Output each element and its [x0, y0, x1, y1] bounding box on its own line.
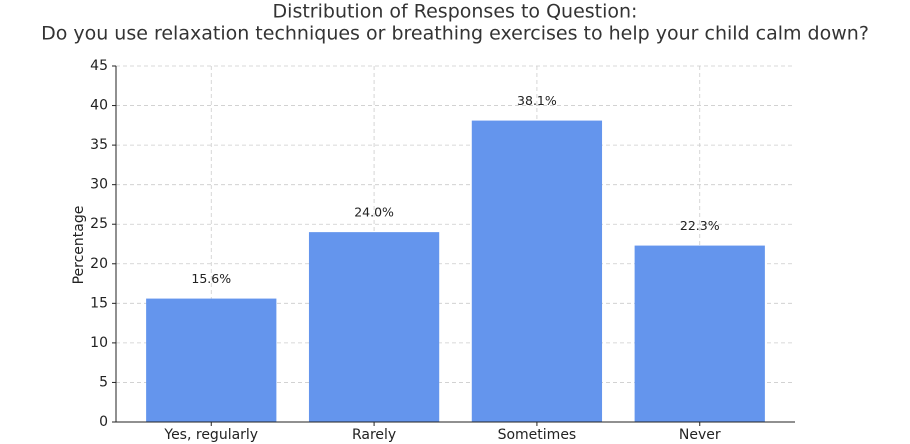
y-tick-label: 45 [90, 58, 108, 74]
value-label: 15.6% [191, 271, 231, 286]
y-tick-label: 30 [90, 177, 108, 193]
bar [471, 120, 603, 422]
x-tick-label: Rarely [352, 427, 396, 443]
value-label: 38.1% [517, 93, 557, 108]
y-tick-label: 0 [99, 414, 108, 430]
x-tick-label: Never [679, 427, 721, 443]
bar [146, 298, 277, 422]
x-tick-label: Sometimes [498, 427, 577, 443]
y-tick-label: 25 [90, 216, 108, 232]
chart-title: Distribution of Responses to Question: [273, 1, 638, 23]
bar [308, 232, 440, 422]
value-label: 24.0% [354, 205, 394, 220]
y-tick-label: 35 [90, 137, 108, 153]
x-tick-label: Yes, regularly [163, 427, 258, 443]
y-tick-label: 20 [90, 256, 108, 272]
y-tick-label: 15 [90, 295, 108, 311]
y-tick-label: 5 [99, 374, 108, 390]
y-axis-label: Percentage [71, 206, 87, 285]
y-tick-label: 40 [90, 98, 108, 114]
bar [634, 245, 765, 422]
y-tick-label: 10 [90, 335, 108, 351]
value-label: 22.3% [680, 218, 720, 233]
chart-title: Do you use relaxation techniques or brea… [41, 23, 869, 45]
